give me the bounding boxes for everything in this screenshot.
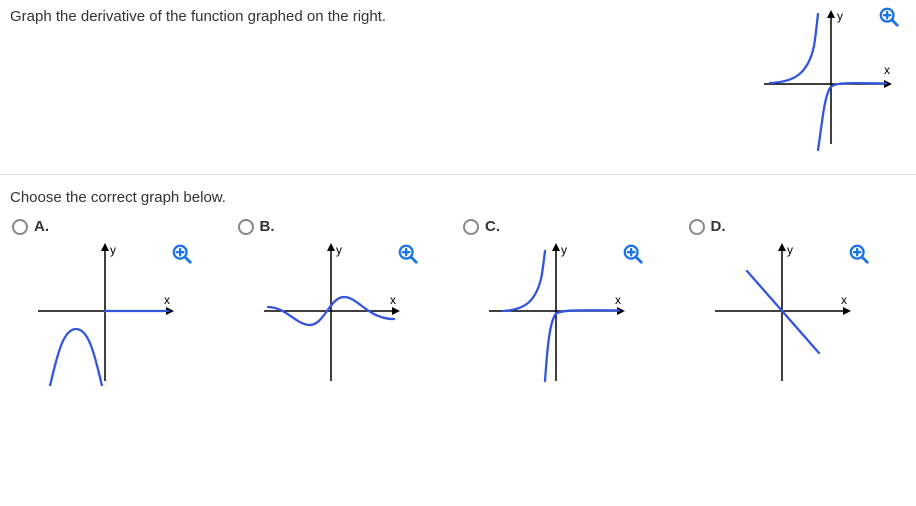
svg-text:x: x <box>841 293 847 307</box>
radio-d[interactable] <box>689 219 705 235</box>
curve-a <box>50 311 168 386</box>
option-c-label: C. <box>485 218 500 235</box>
graph-b: y x <box>256 241 421 396</box>
zoom-icon[interactable] <box>848 243 870 265</box>
option-a-label: A. <box>34 218 49 235</box>
main-graph-container: y x <box>726 6 906 156</box>
radio-a[interactable] <box>12 219 28 235</box>
option-a: A. y x <box>10 218 230 396</box>
zoom-icon[interactable] <box>622 243 644 265</box>
option-b: B. y x <box>236 218 456 396</box>
option-c: C. y x <box>461 218 681 396</box>
radio-c[interactable] <box>463 219 479 235</box>
choose-label: Choose the correct graph below. <box>0 175 916 218</box>
curve-c <box>503 251 619 381</box>
svg-text:x: x <box>615 293 621 307</box>
zoom-icon[interactable] <box>878 6 900 28</box>
main-graph: y x <box>726 6 896 156</box>
graph-d: y x <box>707 241 872 396</box>
option-c-header[interactable]: C. <box>461 218 681 235</box>
option-d-label: D. <box>711 218 726 235</box>
option-b-header[interactable]: B. <box>236 218 456 235</box>
svg-text:y: y <box>110 243 116 257</box>
option-a-header[interactable]: A. <box>10 218 230 235</box>
svg-text:x: x <box>390 293 396 307</box>
graph-a: y x <box>30 241 195 396</box>
option-d-header[interactable]: D. <box>687 218 907 235</box>
radio-b[interactable] <box>238 219 254 235</box>
main-curve <box>770 14 886 150</box>
svg-text:y: y <box>561 243 567 257</box>
question-section: Graph the derivative of the function gra… <box>0 0 916 156</box>
graph-c: y x <box>481 241 646 396</box>
svg-text:y: y <box>787 243 793 257</box>
option-d: D. y x <box>687 218 907 396</box>
option-b-label: B. <box>260 218 275 235</box>
svg-text:y: y <box>336 243 342 257</box>
zoom-icon[interactable] <box>397 243 419 265</box>
svg-text:x: x <box>164 293 170 307</box>
y-axis-label: y <box>837 9 843 23</box>
x-axis-label: x <box>884 63 890 77</box>
curve-d <box>747 271 819 353</box>
prompt-text: Graph the derivative of the function gra… <box>10 8 726 156</box>
zoom-icon[interactable] <box>171 243 193 265</box>
options-row: A. y x <box>0 218 916 396</box>
